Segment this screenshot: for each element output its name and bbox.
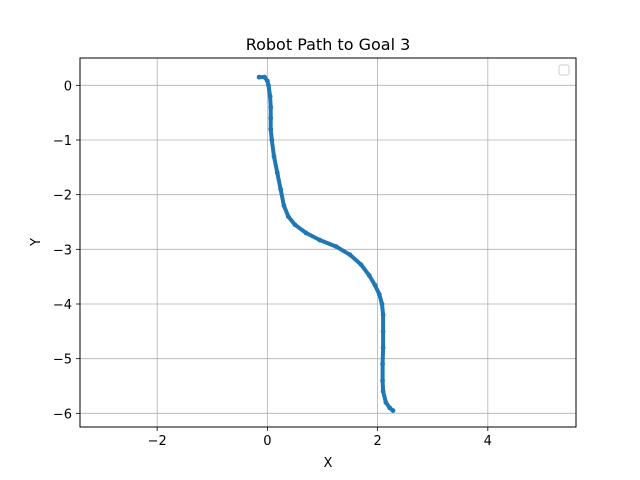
y-tick-label: −5 [53, 353, 72, 368]
data-point [383, 400, 389, 405]
data-point [372, 282, 378, 288]
data-point [333, 244, 339, 250]
data-point [268, 115, 274, 121]
data-point [380, 312, 386, 318]
data-point [271, 154, 277, 159]
data-point [281, 203, 287, 209]
y-tick-label: −3 [53, 243, 72, 258]
data-point [317, 237, 323, 243]
data-point [380, 389, 386, 394]
y-tick-label: 0 [64, 79, 72, 94]
data-point [256, 74, 262, 80]
data-point [347, 252, 353, 258]
data-point [285, 214, 291, 219]
grid [80, 58, 576, 427]
y-tick-label: −1 [53, 134, 72, 149]
data-point [269, 137, 275, 143]
y-tick-label: −2 [53, 189, 72, 204]
data-point [376, 291, 382, 297]
data-point [278, 186, 284, 192]
legend-box [558, 64, 570, 76]
data-point [267, 93, 273, 99]
data-point [380, 328, 386, 334]
x-tick-label: 4 [484, 434, 492, 449]
x-tick-label: −2 [148, 434, 167, 449]
data-point [366, 273, 372, 278]
x-axis-label: X [324, 456, 333, 471]
data-point [380, 345, 386, 351]
y-tick-label: −4 [53, 298, 72, 313]
data-point [268, 104, 274, 110]
data-point [262, 74, 268, 80]
data-point [303, 230, 309, 236]
data-point [380, 361, 385, 367]
series-layer [256, 74, 396, 413]
data-point [390, 408, 396, 413]
y-axis-label: Y [29, 238, 44, 247]
plot-frame [79, 57, 577, 428]
x-tick-label: 0 [263, 434, 271, 449]
data-point [387, 405, 393, 411]
ticks: −2 0 2 4 0 −1 −2 −3 −4 −5 −6 [53, 79, 492, 449]
data-point [292, 222, 298, 228]
x-tick-label: 2 [373, 434, 381, 449]
y-tick-label: −6 [53, 407, 72, 422]
data-point [264, 78, 270, 84]
data-point [380, 378, 385, 383]
series-line [257, 75, 395, 413]
chart-title: Robot Path to Goal 3 [246, 35, 411, 54]
data-point [274, 170, 280, 176]
data-point [268, 126, 274, 132]
data-point [379, 301, 385, 307]
data-point [266, 82, 271, 88]
data-point [358, 262, 364, 268]
